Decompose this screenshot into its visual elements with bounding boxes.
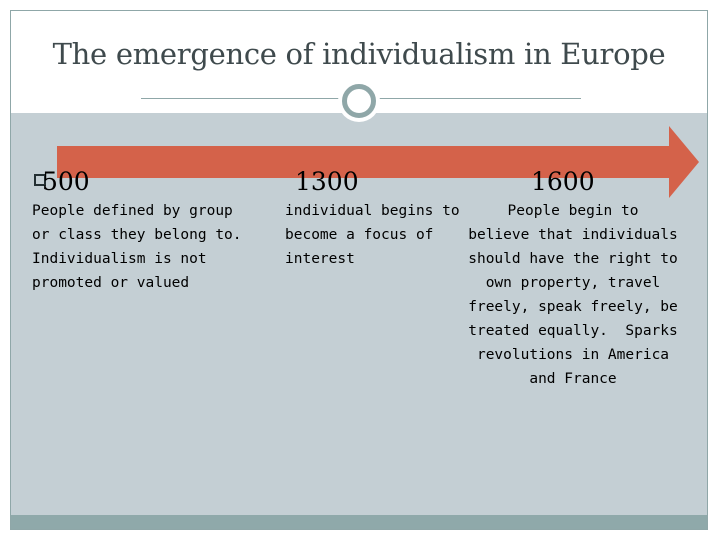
- year-1600: 1600: [531, 167, 595, 196]
- description-500: People defined by group or class they be…: [32, 203, 242, 291]
- square-bullet-icon: [34, 174, 46, 186]
- slide: The emergence of individualism in Europe: [10, 10, 708, 530]
- timeline-arrow: [57, 126, 699, 198]
- year-500: 500: [42, 167, 90, 196]
- bottom-band: [11, 515, 707, 529]
- description-1300: individual begins to become a focus of i…: [285, 203, 460, 267]
- ring-icon: [342, 84, 376, 118]
- timeline-arrow-shape: [57, 126, 699, 198]
- slide-title: The emergence of individualism in Europe: [52, 37, 666, 71]
- description-1600: People begin to believe that individuals…: [468, 203, 678, 387]
- year-1300: 1300: [295, 167, 359, 196]
